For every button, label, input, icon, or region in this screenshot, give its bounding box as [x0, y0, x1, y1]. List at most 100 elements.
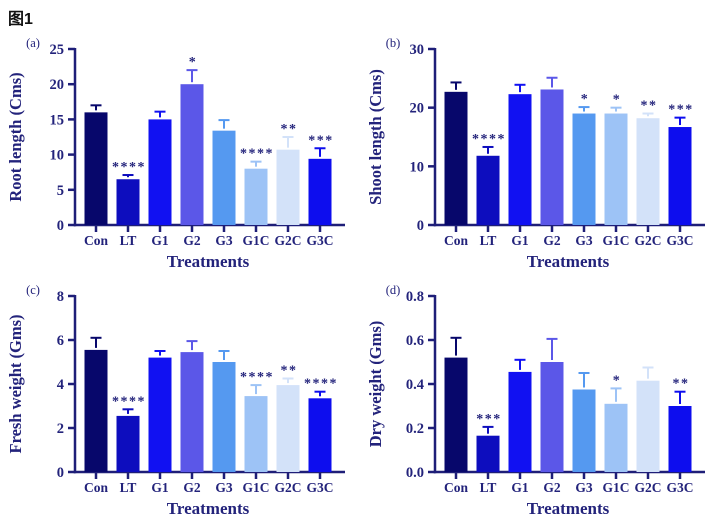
y-tick-label: 0.8 [406, 289, 424, 305]
bar-G3 [212, 130, 236, 225]
bar-Con [444, 357, 468, 472]
bar-G2 [540, 89, 564, 225]
bar-G2 [540, 362, 564, 472]
x-category-label: G1 [151, 480, 169, 495]
x-axis-title: Treatments [527, 499, 610, 518]
y-tick-label: 0 [57, 465, 64, 481]
y-tick-label: 8 [57, 289, 64, 305]
x-category-label: G3C [307, 480, 334, 495]
y-axis-title: Dry weight (Gms) [366, 321, 385, 447]
bar-LT [476, 155, 500, 225]
y-tick-label: 10 [50, 148, 65, 164]
bar-G2 [180, 352, 204, 472]
dry-weight-chart: (d)Dry weight (Gms)0.00.20.40.60.8Con***… [366, 283, 705, 518]
significance-G2: * [189, 55, 198, 70]
y-tick-label: 0.6 [406, 333, 424, 349]
y-axis-title: Shoot length (Cms) [366, 69, 385, 205]
x-axis-title: Treatments [167, 499, 250, 518]
x-category-label: Con [84, 233, 108, 248]
significance-G3C: *** [308, 133, 334, 148]
y-tick-label: 10 [410, 159, 425, 175]
x-category-label: G3 [215, 233, 233, 248]
bar-G3C [308, 398, 332, 472]
x-category-label: G2C [635, 480, 662, 495]
bar-G3C [668, 127, 692, 225]
bar-G2C [636, 118, 660, 225]
y-tick-label: 0.4 [406, 377, 424, 393]
x-category-label: G3 [215, 480, 233, 495]
bar-G2 [180, 84, 204, 225]
y-tick-label: 0.2 [406, 421, 424, 437]
x-category-label: Con [444, 480, 468, 495]
panel-a-root-length: (a) Root length (Cms) 0 5 10 15 20 25 Con **** LT G… [0, 33, 360, 280]
panel-letter: (a) [26, 36, 40, 50]
y-tick-label: 4 [57, 377, 64, 393]
x-category-label: G1 [511, 233, 529, 248]
charts-grid: (a) Root length (Cms) 0 5 10 15 20 25 Con **** LT G… [0, 33, 721, 527]
x-category-label: LT [480, 480, 497, 495]
x-category-label: G2 [183, 233, 201, 248]
x-category-label: G3C [307, 233, 334, 248]
significance-G2C: ** [281, 364, 298, 379]
significance-G2C: ** [641, 99, 658, 114]
significance-G1C: * [613, 373, 622, 388]
significance-G3C: ** [673, 377, 690, 392]
x-axis-title: Treatments [167, 252, 250, 271]
significance-G1C: * [613, 93, 622, 108]
x-category-label: G3C [667, 233, 694, 248]
y-tick-label: 30 [410, 42, 425, 58]
x-category-label: G2 [543, 480, 561, 495]
x-category-label: G1 [511, 480, 529, 495]
bar-LT [116, 179, 140, 225]
x-category-label: Con [444, 233, 468, 248]
bar-G1C [604, 403, 628, 472]
panel-b-shoot-length: (b) Shoot length (Cms) 0 10 20 30 Con **** LT G1 G… [360, 33, 721, 280]
x-axis-title: Treatments [527, 252, 610, 271]
significance-LT: *** [476, 412, 502, 427]
significance-LT: **** [112, 160, 146, 175]
bar-LT [116, 415, 140, 472]
bar-G2C [636, 380, 660, 472]
bar-LT [476, 435, 500, 472]
x-category-label: G2 [543, 233, 561, 248]
bar-G3C [668, 406, 692, 472]
bar-Con [444, 91, 468, 226]
significance-LT: **** [472, 132, 506, 147]
x-category-label: G2 [183, 480, 201, 495]
x-category-label: LT [120, 233, 137, 248]
x-category-label: G1 [151, 233, 169, 248]
x-category-label: G2C [275, 480, 302, 495]
bar-G1C [244, 168, 268, 225]
y-tick-label: 0 [57, 218, 64, 234]
y-tick-label: 20 [50, 77, 65, 93]
bar-G1 [148, 357, 172, 472]
y-tick-label: 2 [57, 421, 64, 437]
panel-letter: (c) [26, 283, 40, 297]
y-tick-label: 15 [50, 112, 65, 128]
significance-G3: * [581, 92, 590, 107]
bar-G3 [212, 362, 236, 472]
bar-G1 [508, 371, 532, 472]
bar-G3C [308, 158, 332, 225]
significance-G1C: **** [240, 147, 274, 162]
y-tick-label: 5 [57, 183, 64, 199]
bar-Con [84, 112, 108, 225]
bar-G1C [244, 396, 268, 472]
significance-G1C: **** [240, 370, 274, 385]
panel-d-dry-weight: (d) Dry weight (Gms) 0.0 0.2 0.4 0.6 0.8 Con ***… [360, 280, 721, 527]
x-category-label: Con [84, 480, 108, 495]
x-category-label: G3 [575, 233, 593, 248]
bar-G3 [572, 389, 596, 472]
significance-G3C: *** [668, 103, 694, 118]
y-axis-title: Root length (Cms) [6, 72, 25, 201]
significance-G2C: ** [281, 122, 298, 137]
x-category-label: LT [480, 233, 497, 248]
x-category-label: G2C [275, 233, 302, 248]
y-tick-label: 20 [410, 101, 425, 117]
x-category-label: LT [120, 480, 137, 495]
fresh-weight-chart: (c) Fresh weight (Gms) 0 2 4 6 8 Con **** LT G1 G2 G… [6, 283, 345, 518]
bar-G3 [572, 113, 596, 225]
bar-Con [84, 349, 108, 472]
